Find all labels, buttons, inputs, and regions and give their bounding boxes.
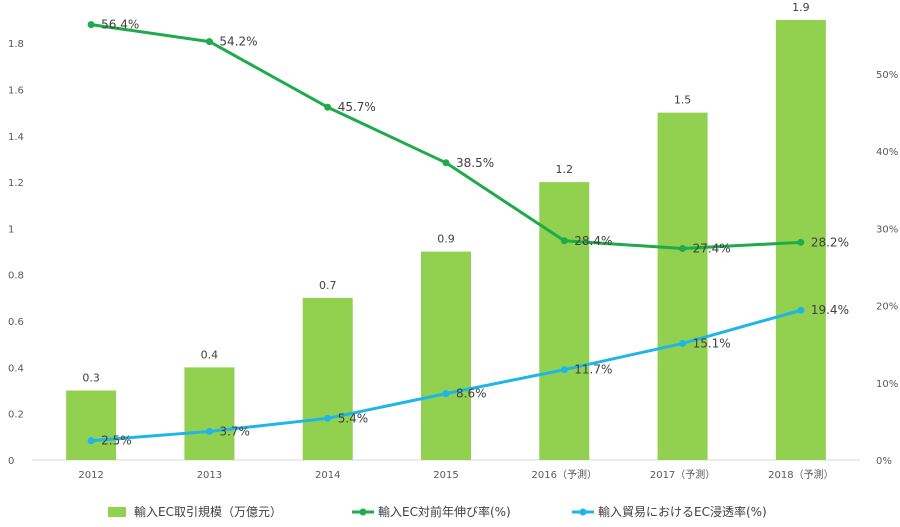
bar-value-label: 1.2 (556, 163, 574, 176)
y-right-tick-label: 50% (876, 70, 898, 81)
bar-value-label: 0.4 (201, 348, 219, 361)
x-tick-label: 2013 (197, 470, 222, 481)
bar (421, 251, 471, 460)
series-point (797, 306, 805, 314)
series-point-label: 28.2% (811, 235, 849, 249)
bar-value-label: 1.5 (674, 94, 692, 107)
series-point-label: 54.2% (219, 35, 257, 49)
bar-value-label: 1.9 (792, 1, 810, 14)
y-right-tick-label: 20% (876, 302, 898, 313)
y-left-tick-label: 0 (8, 456, 14, 467)
y-right-tick-label: 0% (876, 456, 892, 467)
legend-bar-swatch (108, 507, 126, 517)
bar (184, 367, 235, 460)
bar-value-label: 0.7 (319, 279, 337, 292)
series-point (87, 21, 95, 29)
bar (66, 390, 117, 460)
bar-value-label: 0.3 (82, 372, 100, 385)
bar (302, 297, 353, 460)
series-point-label: 3.7% (219, 424, 250, 438)
bar (657, 112, 708, 460)
legend-label: 輸入EC取引規模（万億元） (134, 504, 282, 519)
series-point (324, 103, 332, 111)
series-point (324, 414, 332, 422)
series-point-label: 8.6% (456, 387, 487, 401)
series-point (797, 238, 805, 246)
y-left-tick-label: 1.4 (8, 132, 24, 143)
series-point-label: 38.5% (456, 156, 494, 170)
y-left-tick-label: 0.2 (8, 410, 24, 421)
y-left-tick-label: 1.2 (8, 178, 24, 189)
bar (539, 182, 590, 460)
series-point-label: 56.4% (101, 18, 139, 32)
series-point (205, 427, 213, 435)
y-left-tick-label: 0.6 (8, 317, 24, 328)
y-left-tick-label: 1.6 (8, 85, 24, 96)
y-left-tick-label: 1.8 (8, 39, 24, 50)
legend-label: 輸入EC対前年伸び率(%) (378, 504, 511, 519)
x-tick-label: 2016（予測） (532, 468, 597, 481)
bar-value-label: 0.9 (437, 233, 455, 246)
x-tick-label: 2017（予測） (650, 468, 715, 481)
series-point-label: 5.4% (338, 411, 369, 425)
series-point (679, 244, 687, 252)
series-point (205, 38, 213, 46)
x-tick-label: 2012 (78, 470, 103, 481)
x-tick-label: 2018（予測） (768, 468, 833, 481)
y-left-tick-label: 1 (8, 224, 14, 235)
y-right-tick-label: 10% (876, 379, 898, 390)
series-point-label: 2.5% (101, 434, 131, 448)
series-point-label: 19.4% (811, 303, 849, 317)
series-point-label: 45.7% (338, 100, 376, 114)
legend-label: 輸入貿易におけるEC浸透率(%) (598, 504, 767, 519)
series-point (442, 390, 450, 398)
y-left-tick-label: 0.8 (8, 271, 24, 282)
series-point (679, 339, 687, 347)
series-point-label: 15.1% (693, 336, 731, 350)
x-tick-label: 2014 (315, 470, 340, 481)
series-point-label: 27.4% (693, 241, 731, 255)
series-point (87, 437, 95, 445)
series-point (442, 159, 450, 167)
series-point (560, 237, 568, 245)
y-left-tick-label: 0.4 (8, 363, 24, 374)
y-right-tick-label: 40% (876, 147, 898, 158)
series-point-label: 11.7% (574, 363, 612, 377)
series-point (560, 366, 568, 374)
legend-line-marker (579, 508, 587, 516)
y-right-tick-label: 30% (876, 224, 898, 235)
series-point-label: 28.4% (574, 234, 612, 248)
legend-line-marker (359, 508, 367, 516)
x-tick-label: 2015 (433, 470, 458, 481)
